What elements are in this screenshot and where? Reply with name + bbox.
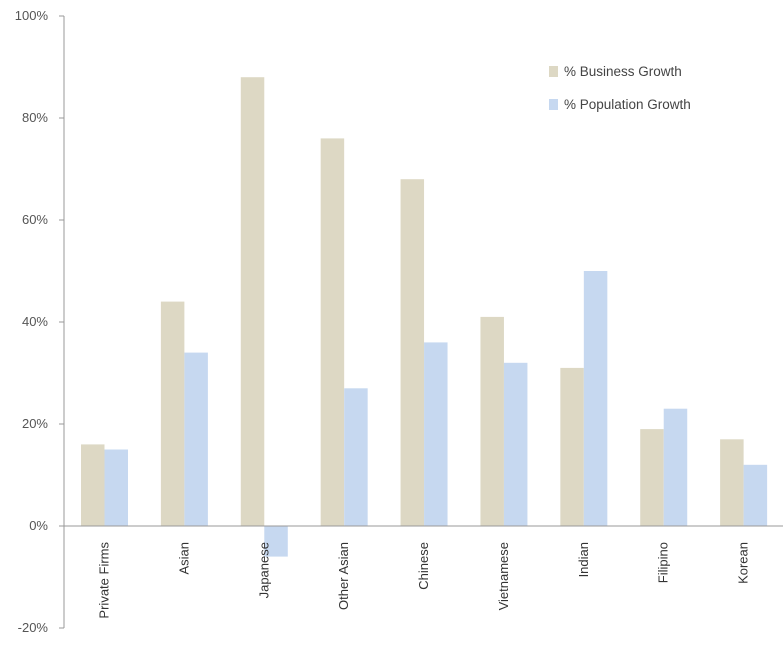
bar-business-japanese: [240, 77, 265, 526]
bar-business-vietnamese: [480, 316, 504, 526]
bar-population-asian: [184, 352, 208, 526]
bar-business-filipino: [640, 429, 664, 526]
legend-label: % Business Growth: [564, 64, 682, 79]
bar-population-vietnamese: [503, 362, 528, 526]
bar-population-chinese: [424, 342, 448, 526]
x-tick-label: Chinese: [416, 542, 431, 590]
bar-population-other-asian: [344, 388, 368, 526]
x-tick-label: Private Firms: [97, 542, 112, 619]
x-tick-label: Japanese: [256, 542, 271, 598]
x-tick-label: Filipino: [656, 542, 671, 583]
bar-population-korean: [743, 464, 768, 526]
legend-swatch: [549, 99, 558, 110]
y-tick-label: 40%: [22, 314, 48, 329]
y-tick-label: 0%: [29, 518, 48, 533]
bar-business-private-firms: [81, 444, 105, 526]
bar-population-japanese: [264, 526, 288, 557]
bar-population-private-firms: [104, 449, 128, 526]
x-tick-label: Other Asian: [336, 542, 351, 610]
bar-population-indian: [583, 271, 608, 526]
bar-population-filipino: [663, 408, 688, 526]
y-axis: -20% 0% 20% 40% 60% 80% 100%: [15, 8, 65, 635]
y-tick-label: -20%: [18, 620, 49, 635]
x-tick-label: Indian: [576, 542, 591, 577]
bar-business-korean: [720, 439, 744, 526]
bar-business-other-asian: [320, 138, 345, 526]
y-tick-label: 60%: [22, 212, 48, 227]
y-tick-label: 80%: [22, 110, 48, 125]
x-tick-label: Asian: [176, 542, 191, 575]
bar-business-chinese: [400, 179, 425, 526]
legend-label: % Population Growth: [564, 97, 691, 112]
x-tick-label: Vietnamese: [496, 542, 511, 610]
legend: % Business Growth % Population Growth: [549, 64, 691, 112]
bars: [81, 77, 768, 557]
y-tick-label: 100%: [15, 8, 49, 23]
x-tick-label: Korean: [736, 542, 751, 584]
bar-business-indian: [560, 367, 584, 526]
x-axis: Private Firms Asian Japanese Other Asian Chi…: [64, 525, 783, 619]
y-tick-label: 20%: [22, 416, 48, 431]
bar-business-asian: [160, 301, 185, 526]
legend-swatch: [549, 66, 558, 77]
